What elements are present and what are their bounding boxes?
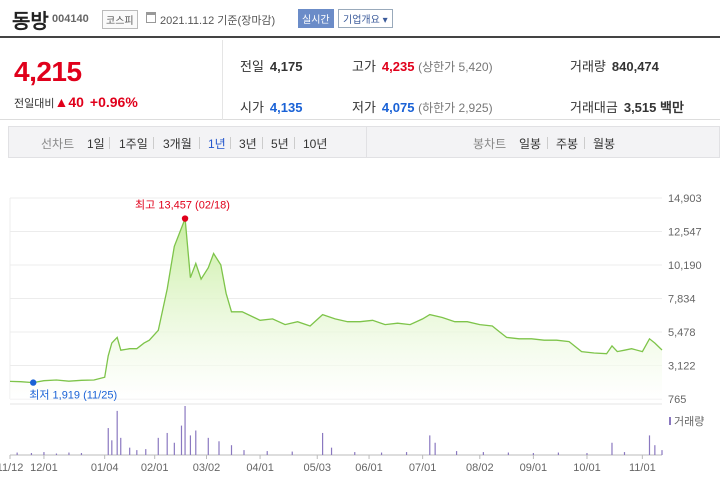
prev-close-value: 4,175 (269, 59, 303, 74)
current-price: 4,215 (14, 56, 82, 87)
change-label: 전일대비 (14, 98, 55, 110)
x-tick-label: 10/01 (573, 462, 601, 474)
volume: 거래량 840,474 (570, 56, 659, 75)
stock-header: 동방 004140 코스피 2021.11.12 기준(장마감) 실시간 기업개… (0, 0, 720, 38)
high-annotation: 최고 13,457 (02/18) (135, 199, 230, 212)
x-tick-label: 01/04 (91, 462, 119, 474)
y-tick-label: 14,903 (668, 193, 702, 205)
low-annotation: 최저 1,919 (11/25) (29, 389, 117, 402)
y-tick-label: 10,190 (668, 260, 702, 272)
trade-value: 거래대금 3,515 백만 (570, 97, 684, 116)
low-label: 저가 (352, 100, 376, 115)
tab-3y[interactable]: 3년 (239, 137, 257, 151)
day-high: 고가 4,235 (상한가 5,420) (352, 56, 493, 75)
tab-separator (547, 137, 548, 149)
low-value: 4,075 (381, 100, 415, 115)
prev-close-label: 전일 (240, 59, 264, 74)
x-tick-label: 04/01 (246, 462, 274, 474)
quote-date: 2021.11.12 기준(장마감) (160, 15, 276, 27)
tab-daily[interactable]: 일봉 (519, 137, 542, 151)
high-label: 고가 (352, 59, 376, 74)
tab-monthly[interactable]: 월봉 (593, 137, 616, 151)
x-tick-label: 08/02 (466, 462, 494, 474)
trade-value-amount: 3,515 (623, 100, 657, 115)
prev-close: 전일 4,175 (240, 56, 302, 75)
x-tick-label: 07/01 (409, 462, 437, 474)
upper-limit: (상한가 5,420) (418, 60, 493, 74)
tab-5y[interactable]: 5년 (271, 137, 289, 151)
tab-separator (153, 137, 154, 149)
market-badge: 코스피 (102, 10, 138, 29)
lower-limit: (하한가 2,925) (418, 101, 493, 115)
tab-1d[interactable]: 1일 (87, 137, 105, 151)
day-low: 저가 4,075 (하한가 2,925) (352, 97, 493, 116)
chevron-down-icon: ▾ (382, 15, 388, 26)
y-tick-label: 3,122 (668, 361, 696, 373)
calendar-icon (146, 12, 156, 23)
up-arrow-icon: ▲ (54, 94, 69, 110)
change-amount: 40 (68, 94, 84, 110)
x-tick-label: 02/01 (141, 462, 169, 474)
change-percent: +0.96% (89, 94, 138, 110)
tab-separator (230, 137, 231, 149)
tab-3m[interactable]: 3개월 (163, 137, 192, 151)
tab-weekly[interactable]: 주봉 (556, 137, 579, 151)
volume-legend-swatch (669, 417, 671, 425)
high-value: 4,235 (381, 59, 415, 74)
x-tick-label: 06/01 (355, 462, 383, 474)
x-tick-label: 12/01 (30, 462, 58, 474)
company-info-dropdown[interactable]: 기업개요 ▾ (338, 9, 393, 28)
stock-name: 동방 (12, 11, 49, 33)
tabs-divider (366, 127, 367, 157)
tab-separator (199, 137, 200, 149)
tab-separator (109, 137, 110, 149)
low-marker (30, 379, 37, 386)
y-tick-label: 5,478 (668, 327, 696, 339)
line-chart-label: 선차트 (41, 137, 75, 151)
price-line (9, 218, 663, 384)
x-tick-label: 05/03 (303, 462, 331, 474)
tab-10y[interactable]: 10년 (303, 137, 328, 151)
trade-value-unit: 백만 (660, 100, 684, 115)
chart-tabs: 선차트 1일 1주일 3개월 1년 3년 5년 10년 봉차트 일봉 주봉 월봉 (8, 126, 720, 158)
company-info-label: 기업개요 (343, 15, 380, 26)
x-tick-label: 11/01 (629, 462, 656, 474)
tab-1w[interactable]: 1주일 (119, 137, 148, 151)
x-tick-label: 11/12 (0, 462, 23, 474)
open-price: 시가 4,135 (240, 97, 302, 116)
price-chart[interactable]: 14,903 12,547 10,190 7,834 5,478 3,122 765 최고 1… (0, 168, 720, 485)
x-tick-label: 03/02 (193, 462, 221, 474)
stock-code: 004140 (52, 13, 89, 25)
tab-separator (584, 137, 585, 149)
realtime-button[interactable]: 실시간 (298, 9, 334, 28)
tab-1y[interactable]: 1년 (208, 137, 226, 151)
tab-separator (262, 137, 263, 149)
y-tick-label: 765 (668, 394, 686, 406)
change-row: 전일대비▲40 +0.96% (14, 94, 138, 111)
y-tick-label: 7,834 (668, 294, 696, 306)
trade-value-label: 거래대금 (570, 100, 618, 115)
volume-legend: 거래량 (674, 415, 704, 428)
high-marker (181, 215, 189, 222)
price-chart-svg: 14,903 12,547 10,190 7,834 5,478 3,122 765 최고 1… (0, 193, 704, 474)
y-tick-label: 12,547 (668, 227, 702, 239)
price-area (10, 218, 662, 399)
tab-separator (294, 137, 295, 149)
quote-divider (222, 40, 223, 120)
candle-chart-label: 봉차트 (473, 137, 507, 151)
open-label: 시가 (240, 100, 264, 115)
x-tick-label: 09/01 (520, 462, 548, 474)
open-value: 4,135 (269, 100, 303, 115)
volume-value: 840,474 (611, 59, 659, 74)
volume-label: 거래량 (570, 59, 606, 74)
quote-panel (0, 40, 720, 120)
